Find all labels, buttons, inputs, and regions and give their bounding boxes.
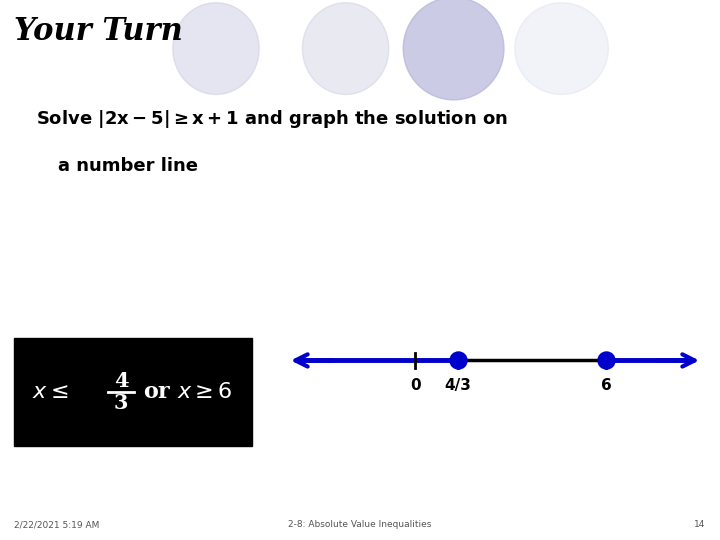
Point [600, 356, 612, 365]
Text: Your Turn: Your Turn [14, 16, 183, 47]
Point [452, 356, 464, 365]
Text: 6: 6 [601, 378, 612, 393]
Ellipse shape [515, 3, 608, 94]
Text: or $x \geq 6$: or $x \geq 6$ [143, 381, 232, 402]
Ellipse shape [173, 3, 259, 94]
Text: 4: 4 [114, 370, 128, 391]
Text: a number line: a number line [58, 157, 197, 174]
FancyBboxPatch shape [14, 338, 252, 446]
Text: 3: 3 [114, 393, 128, 414]
Text: 2-8: Absolute Value Inequalities: 2-8: Absolute Value Inequalities [288, 520, 432, 529]
Text: 14: 14 [694, 520, 706, 529]
Text: Solve $\mathbf{|2x - 5| \geq x + 1}$ and graph the solution on: Solve $\mathbf{|2x - 5| \geq x + 1}$ and… [36, 108, 508, 130]
Text: 0: 0 [410, 378, 420, 393]
Text: 4/3: 4/3 [444, 378, 472, 393]
Text: 2/22/2021 5:19 AM: 2/22/2021 5:19 AM [14, 520, 100, 529]
Ellipse shape [403, 0, 504, 100]
Ellipse shape [302, 3, 389, 94]
Text: $x \leq$: $x \leq$ [32, 381, 69, 402]
